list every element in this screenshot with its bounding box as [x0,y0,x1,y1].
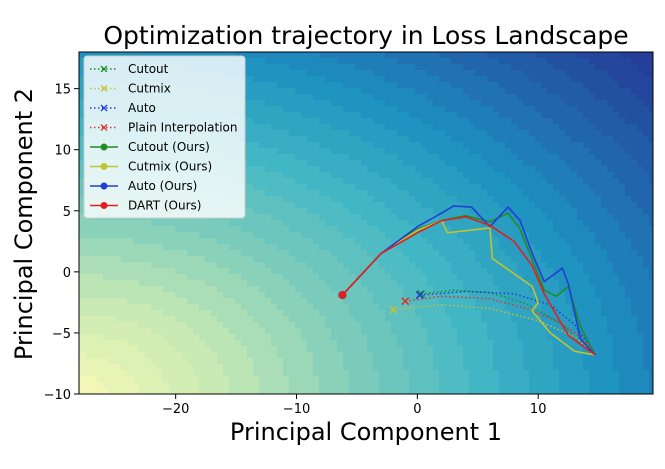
legend-entry: Auto [90,101,156,115]
y-tick-label: 5 [63,205,71,220]
series-line [419,290,597,356]
y-tick-label: 15 [54,83,71,98]
legend-marker [100,143,108,151]
legend-marker [100,104,108,112]
y-axis-label: Principal Component 2 [10,88,38,360]
legend-marker [100,163,108,170]
trajectories [338,205,597,357]
legend: Cutout Cutmix Auto Plain Interpolation Cutou… [83,55,246,219]
series-cutmix [389,304,597,357]
start-marker [401,297,410,306]
legend-marker [100,124,108,131]
legend-marker [100,65,108,73]
y-tick-label: 10 [54,144,71,159]
legend-entry: Cutmix (Ours) [90,160,212,174]
legend-entry: Cutout (Ours) [90,140,210,154]
x-tick-label: −20 [162,402,189,417]
legend-entry: Cutout [90,62,169,76]
y-tick-label: −10 [44,388,71,403]
series-dart-ours [338,216,596,356]
series-line [341,219,596,356]
legend-label: Auto (Ours) [128,179,197,193]
series-line [341,216,596,356]
x-tick-label: 10 [530,402,547,417]
series-line [393,304,597,357]
legend-label: Plain Interpolation [128,121,237,135]
start-marker [338,291,347,300]
series-auto [415,290,597,356]
legend-label: Cutout (Ours) [128,140,210,154]
legend-entry: DART (Ours) [90,199,201,213]
legend-entry: Plain Interpolation [90,121,237,135]
x-tick-label: −10 [283,402,310,417]
x-axis: −20 −10 0 10 [162,394,547,417]
y-tick-label: −5 [52,327,71,342]
series-line [341,212,596,356]
legend-label: DART (Ours) [128,199,201,213]
start-marker [415,291,424,300]
legend-label: Cutmix (Ours) [128,160,212,174]
legend-label: Cutmix [128,82,171,96]
legend-box [83,55,246,219]
legend-marker [100,182,108,190]
legend-marker [100,202,108,209]
legend-marker [100,85,108,92]
legend-label: Auto [128,101,156,115]
x-tick-label: 0 [413,402,421,417]
legend-entry: Auto (Ours) [90,179,197,193]
series-line [420,289,590,352]
legend-label: Cutout [128,62,169,76]
start-marker [389,305,398,314]
y-tick-label: 0 [63,266,71,281]
y-axis: −10 −5 0 5 10 15 [44,83,79,403]
x-axis-label: Principal Component 1 [230,418,502,446]
series-line [341,205,596,356]
legend-entry: Cutmix [90,82,171,96]
plot-frame [78,51,654,395]
chart-title: Optimization trajectory in Loss Landscap… [103,21,628,50]
